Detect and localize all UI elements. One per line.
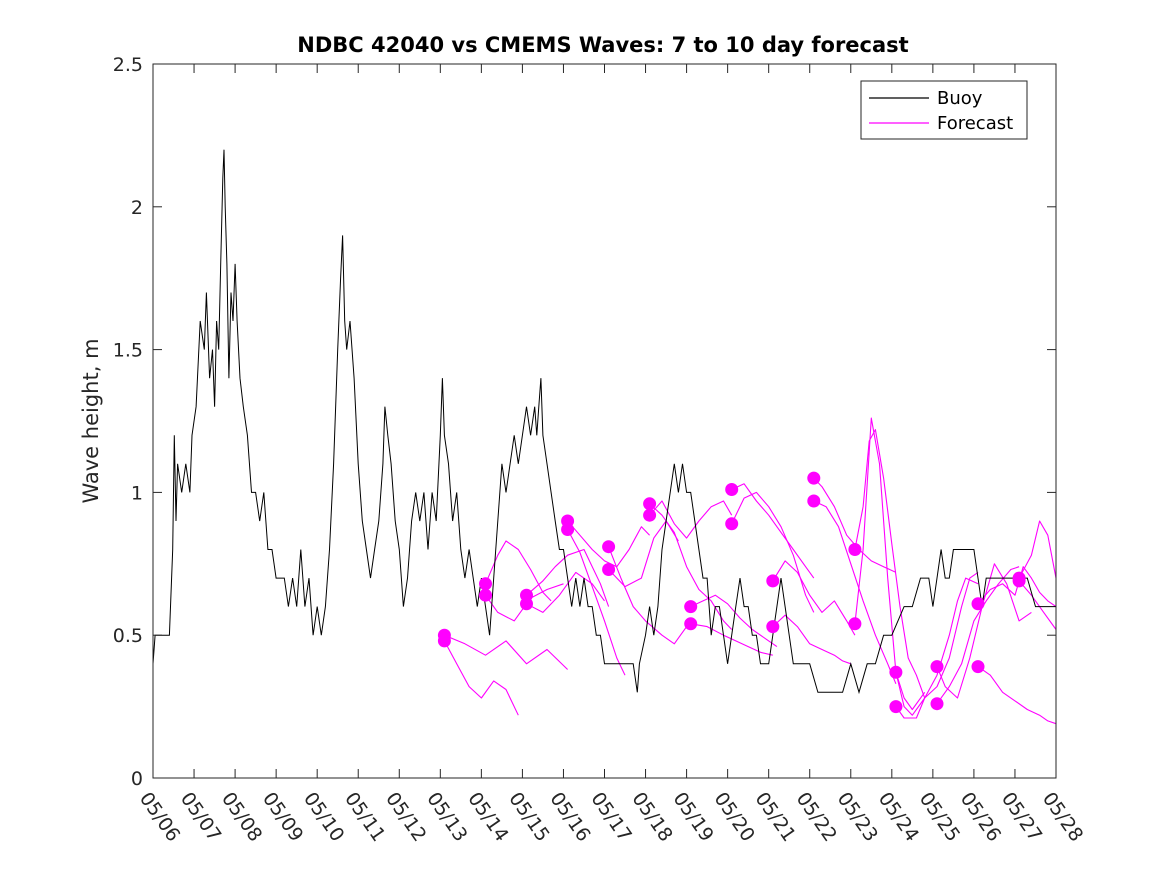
legend: Buoy Forecast (860, 80, 1028, 140)
forecast-line (813, 477, 897, 573)
forecast-start-marker (807, 494, 821, 508)
y-tick-label: 1.5 (113, 340, 143, 362)
forecast-start-marker (602, 563, 616, 576)
forecast-line (813, 500, 897, 685)
y-tick-label: 2 (131, 197, 143, 219)
legend-forecast-label: Forecast (937, 113, 1013, 134)
forecast-start-marker (889, 700, 903, 714)
y-tick-label: 1 (131, 482, 143, 504)
forecast-start-marker (643, 497, 657, 511)
legend-buoy-label: Buoy (937, 88, 983, 109)
forecast-line (484, 540, 552, 602)
forecast-start-marker (643, 508, 657, 522)
forecast-line (772, 560, 856, 636)
forecast-start-marker (725, 483, 739, 496)
forecast-start-marker (437, 634, 451, 648)
forecast-line (1018, 580, 1057, 630)
y-tick-label: 2.5 (113, 54, 143, 76)
forecast-line (526, 548, 610, 607)
forecast-start-marker (561, 523, 575, 536)
forecast-start-marker (684, 600, 698, 614)
chart-title: NDBC 42040 vs CMEMS Waves: 7 to 10 day f… (297, 33, 908, 57)
forecast-line (485, 583, 564, 622)
forecast-start-marker (684, 617, 698, 631)
forecast-start-marker (971, 660, 985, 674)
forecast-line (690, 594, 778, 648)
forecast-line (443, 640, 519, 716)
series-layer (152, 149, 1057, 725)
forecast-start-marker (479, 588, 492, 602)
forecast-start-marker (766, 574, 780, 588)
forecast-line (854, 417, 926, 711)
buoy-line (152, 149, 1056, 695)
forecast-line (895, 571, 979, 716)
forecast-line (936, 566, 1020, 705)
forecast-line (444, 634, 568, 670)
forecast-start-marker (1012, 574, 1026, 588)
forecast-start-marker (930, 697, 944, 711)
forecast-start-marker (520, 597, 533, 611)
forecast-line (895, 577, 979, 719)
forecast-line (1018, 520, 1057, 579)
forecast-line (731, 491, 815, 613)
legend-box (860, 80, 1028, 140)
forecast-line (854, 429, 926, 699)
forecast-start-marker (766, 620, 780, 634)
forecast-line (649, 500, 733, 539)
forecast-start-marker (971, 597, 985, 611)
forecast-line (977, 666, 1057, 725)
forecast-start-marker (807, 471, 821, 485)
forecast-start-marker (479, 577, 492, 591)
forecast-start-marker (725, 517, 739, 531)
forecast-start-marker (848, 543, 862, 556)
forecast-line (567, 529, 626, 676)
forecast-line (977, 566, 1057, 608)
forecast-start-marker (602, 540, 616, 554)
forecast-line (731, 483, 815, 579)
forecast-start-marker (930, 660, 944, 674)
forecast-start-marker (889, 665, 903, 679)
y-tick-label: 0.5 (113, 625, 143, 647)
y-tick-label: 0 (131, 768, 143, 790)
y-axis-label: Wave height, m (79, 338, 103, 503)
forecast-line (772, 614, 851, 665)
forecast-start-marker (848, 617, 862, 631)
forecast-line (526, 571, 605, 613)
forecast-line (690, 623, 773, 656)
forecast-line (608, 546, 692, 645)
